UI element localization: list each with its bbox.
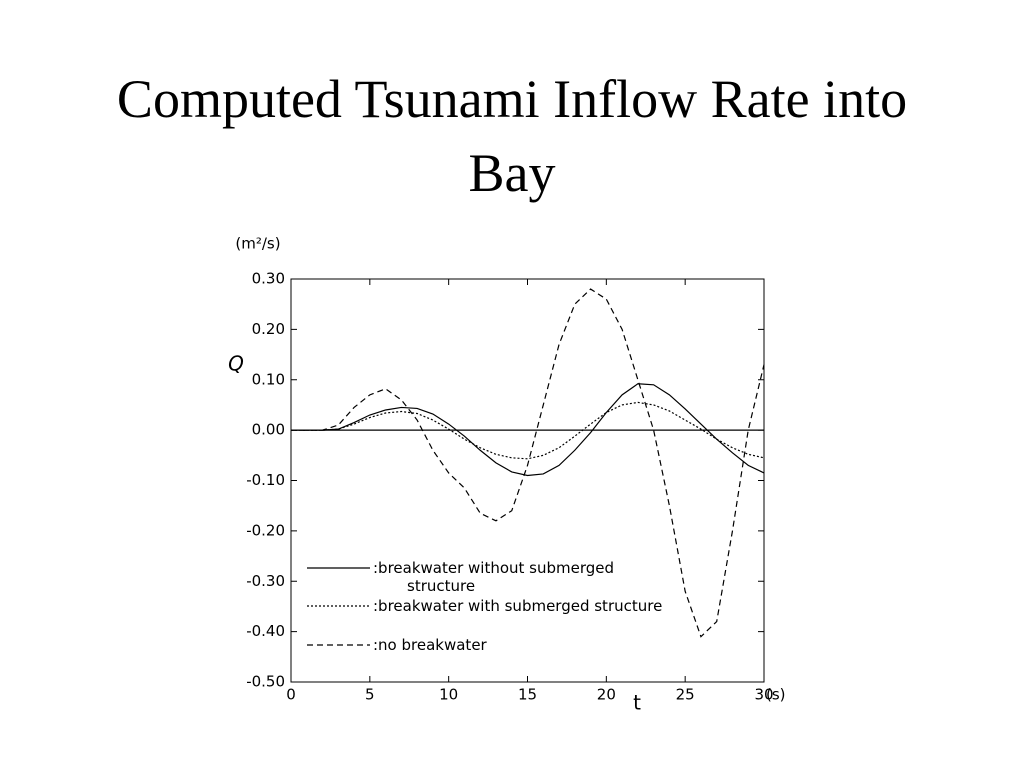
slide-title: Computed Tsunami Inflow Rate into Bay [116, 69, 908, 203]
x-tick-label: 30 [754, 686, 773, 704]
y-tick-label: -0.40 [246, 622, 285, 640]
legend-label: :breakwater with submerged structure [373, 597, 663, 615]
x-tick-label: 10 [439, 686, 458, 704]
legend-label: :no breakwater [373, 636, 487, 654]
x-axis-label: t [633, 691, 641, 715]
y-tick-label: -0.10 [246, 471, 285, 489]
series-line [291, 383, 765, 477]
x-unit: (s) [766, 686, 786, 704]
y-unit: (m²/s) [235, 235, 280, 253]
y-tick-label: 0.30 [252, 270, 285, 288]
y-tick-label: -0.20 [246, 521, 285, 539]
y-axis-label: Q [228, 352, 244, 376]
x-tick-label: 25 [676, 686, 695, 704]
legend-label: :breakwater without submerged structure [373, 559, 615, 595]
series-line [291, 288, 765, 638]
plot-frame [290, 278, 765, 683]
x-tick-label: 20 [597, 686, 616, 704]
y-tick-label: 0.00 [252, 421, 285, 439]
y-tick-label: 0.20 [252, 320, 285, 338]
series-line [291, 401, 765, 460]
y-tick-label: -0.30 [246, 572, 285, 590]
y-tick-label: -0.50 [246, 673, 285, 691]
x-tick-label: 5 [365, 686, 375, 704]
y-tick-label: 0.10 [252, 370, 285, 388]
x-tick-label: 15 [518, 686, 537, 704]
x-tick-label: 0 [286, 686, 296, 704]
